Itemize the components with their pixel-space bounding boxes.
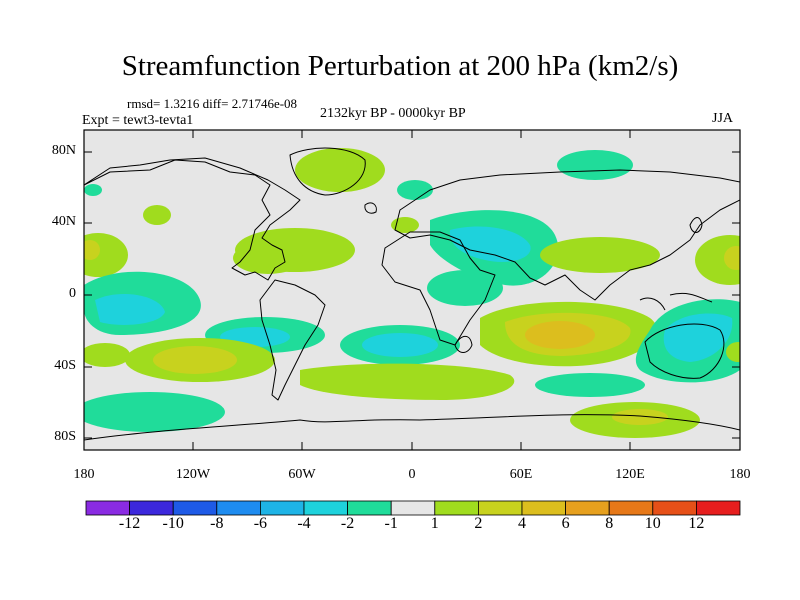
colorbar-swatch xyxy=(303,500,348,516)
colorbar-swatch xyxy=(477,500,523,516)
blob-dateline-positive-core xyxy=(724,246,740,270)
colorbar-swatch xyxy=(565,500,610,516)
lon-ticks xyxy=(83,130,741,450)
blob-nw-pacific-positive xyxy=(540,237,660,273)
chart-title: Streamfunction Perturbation at 200 hPa (… xyxy=(121,50,679,82)
colorbar-swatch xyxy=(390,500,436,516)
colorbar-label: 1 xyxy=(430,515,439,532)
colorbar-label: -10 xyxy=(162,515,184,532)
colorbar-swatch xyxy=(696,500,741,516)
colorbar-label: -6 xyxy=(253,515,268,532)
colorbar-label: -8 xyxy=(210,515,224,532)
colorbar-label: 8 xyxy=(605,515,614,532)
eurasia-outline xyxy=(394,169,740,301)
africa-outline xyxy=(381,231,496,346)
field-contours xyxy=(84,148,740,438)
colorbar-swatch xyxy=(347,500,392,516)
colorbar-label: 2 xyxy=(474,515,483,532)
greenland-outline xyxy=(289,147,366,196)
colorbar-label: 4 xyxy=(518,515,526,532)
colorbar-swatch xyxy=(434,500,479,516)
blob-greenland-positive xyxy=(295,148,385,192)
japan-outline xyxy=(689,217,703,233)
coastlines xyxy=(84,147,740,441)
blob-australia-negative-core xyxy=(663,313,733,362)
season-label: JJA xyxy=(712,111,734,126)
colorbar-label: -1 xyxy=(384,515,398,532)
colorbar-swatch xyxy=(608,500,654,516)
indonesia-outline xyxy=(639,292,713,311)
blob-antarctic-negative-west xyxy=(84,392,225,432)
south-america-outline xyxy=(259,279,326,401)
colorbar-swatch xyxy=(85,500,130,516)
lat-label-40n: 40N xyxy=(51,214,76,229)
colorbar-label: -2 xyxy=(340,515,355,532)
lon-label-120e: 120E xyxy=(615,467,645,482)
colorbar-swatch xyxy=(652,500,697,516)
colorbar-swatch xyxy=(259,500,305,516)
lon-label-60w: 60W xyxy=(288,467,316,482)
colorbar-label: 10 xyxy=(644,515,661,532)
blob-indian-positive-core xyxy=(525,321,595,349)
lon-label-60e: 60E xyxy=(509,467,533,482)
lon-label-0: 0 xyxy=(408,467,416,482)
blob-scandinavia-negative xyxy=(397,180,433,200)
north-america-outline xyxy=(84,157,301,281)
blob-asia-negative-core xyxy=(449,226,531,263)
antarctica-outline xyxy=(84,414,740,441)
colorbar-swatch xyxy=(521,500,566,516)
colorbar-label: 6 xyxy=(561,515,570,532)
stats-label: rmsd= 1.3216 diff= 2.71746e-08 xyxy=(127,96,298,111)
lat-ticks xyxy=(84,151,740,439)
lat-label-80s: 80S xyxy=(54,429,76,444)
colorbar-label: -12 xyxy=(118,515,141,532)
uk-outline xyxy=(364,202,377,214)
lat-label-eq: 0 xyxy=(69,286,76,301)
colorbar xyxy=(85,500,741,516)
lat-label-40s: 40S xyxy=(54,358,76,373)
period-label: 2132kyr BP - 0000kyr BP xyxy=(320,106,466,121)
colorbar-label: -4 xyxy=(297,515,311,532)
blob-s-indian-negative xyxy=(535,373,645,397)
blob-alaska-negative xyxy=(84,184,102,196)
colorbar-label: 12 xyxy=(688,515,705,532)
madagascar-outline xyxy=(454,335,473,353)
colorbar-swatch xyxy=(216,500,261,516)
lon-label-120w: 120W xyxy=(175,467,211,482)
blob-e-pacific-negative-core xyxy=(95,293,165,325)
lon-label-180w: 180 xyxy=(73,467,95,482)
blob-dateline-positive xyxy=(695,235,740,285)
lat-label-80n: 80N xyxy=(51,143,76,158)
blob-siberia-negative xyxy=(557,150,633,180)
lon-label-180e: 180 xyxy=(729,467,751,482)
blob-s-pacific-positive-core xyxy=(153,346,237,374)
blob-antarctic-positive-core xyxy=(612,409,668,425)
blob-east-edge-positive xyxy=(726,342,740,362)
blob-west-edge-positive-core xyxy=(84,240,100,260)
colorbar-swatch xyxy=(129,500,174,516)
australia-outline xyxy=(644,323,725,379)
colorbar-swatch xyxy=(172,500,218,516)
blob-s-atlantic-positive xyxy=(300,363,515,400)
blob-africa-negative xyxy=(427,270,503,306)
blob-pacific-positive-small xyxy=(143,205,171,225)
blob-s-atlantic-negative-core xyxy=(362,333,438,357)
blob-iberia-positive xyxy=(391,217,419,233)
blob-sw-positive xyxy=(84,343,130,367)
experiment-label: Expt = tewt3-tevta1 xyxy=(82,113,194,128)
